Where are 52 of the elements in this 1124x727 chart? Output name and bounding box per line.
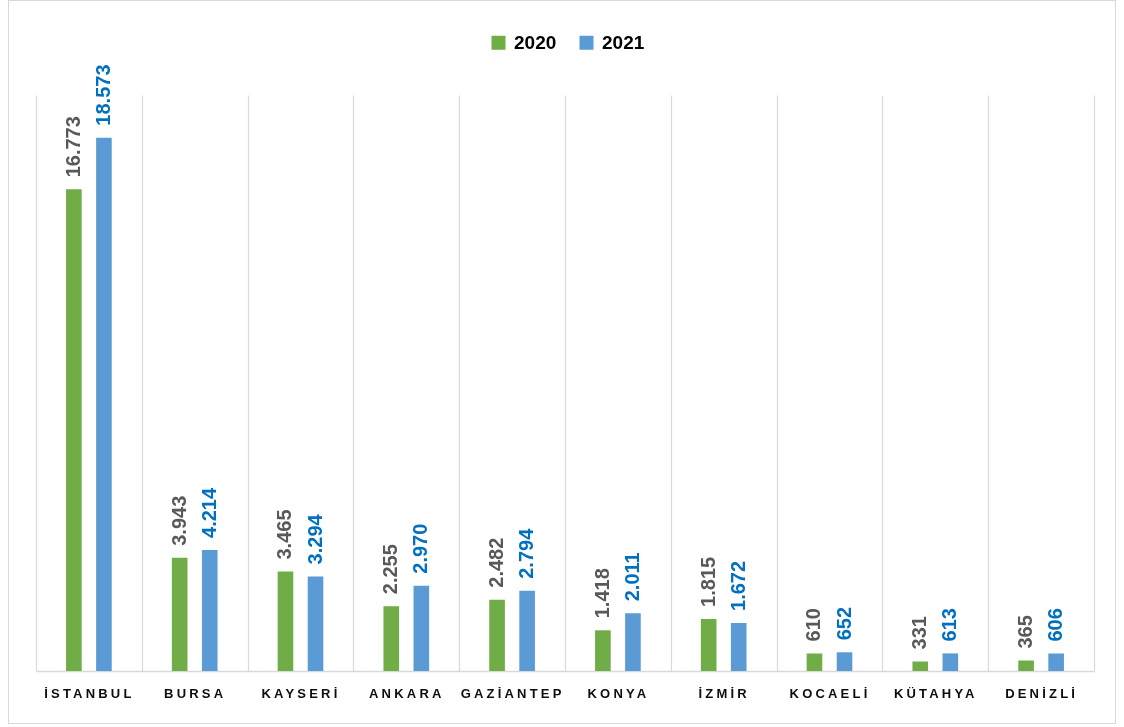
data-label: 4.214 (197, 487, 220, 538)
data-label: 16.773 (61, 116, 84, 178)
data-label: 1.418 (590, 568, 613, 619)
data-label: 3.943 (167, 495, 190, 546)
bar (383, 606, 400, 671)
data-label: 610 (802, 608, 825, 642)
x-tick-label: KOCAELİ (789, 685, 871, 701)
bar (700, 618, 717, 671)
x-tick-label: DENİZLİ (1005, 685, 1079, 701)
bar (942, 653, 959, 671)
data-label: 2.482 (485, 537, 508, 588)
bar (277, 571, 294, 671)
data-label: 3.294 (303, 513, 326, 565)
bar (171, 557, 188, 671)
data-label: 2.011 (620, 552, 643, 602)
bar (201, 549, 218, 671)
bar (912, 661, 929, 671)
x-tick-label: ANKARA (369, 685, 445, 701)
data-label: 1.815 (696, 556, 719, 607)
x-tick-label: KONYA (587, 685, 650, 701)
bar (730, 622, 747, 671)
data-label: 2.255 (379, 544, 402, 595)
data-label: 3.465 (273, 509, 296, 560)
bar (806, 653, 823, 671)
x-tick-label: BURSA (164, 685, 227, 701)
data-label: 2.794 (515, 527, 538, 579)
data-label: 18.573 (91, 64, 114, 126)
data-label: 331 (908, 616, 931, 650)
x-tick-label: İSTANBUL (44, 685, 135, 701)
bar (489, 599, 505, 671)
data-label: 606 (1044, 608, 1067, 642)
bar (625, 613, 641, 671)
data-label: 652 (832, 606, 855, 641)
bar (96, 137, 112, 671)
legend-label: 2020 (514, 31, 557, 53)
data-label: 365 (1014, 615, 1037, 649)
data-label: 613 (938, 608, 961, 642)
x-tick-label: KAYSERİ (261, 685, 341, 701)
bar (836, 652, 853, 671)
legend-label: 2021 (602, 31, 645, 53)
x-tick-label: GAZİANTEP (460, 685, 565, 701)
bar (307, 576, 324, 671)
bar (1048, 653, 1064, 671)
bar (595, 630, 611, 671)
x-tick-label: KÜTAHYA (893, 685, 978, 701)
data-label: 1.672 (726, 560, 749, 611)
bar (66, 189, 82, 671)
bar (1018, 660, 1034, 671)
bar (519, 590, 535, 671)
data-label: 2.970 (409, 523, 432, 574)
bar (413, 585, 430, 671)
x-tick-label: İZMİR (698, 685, 750, 701)
